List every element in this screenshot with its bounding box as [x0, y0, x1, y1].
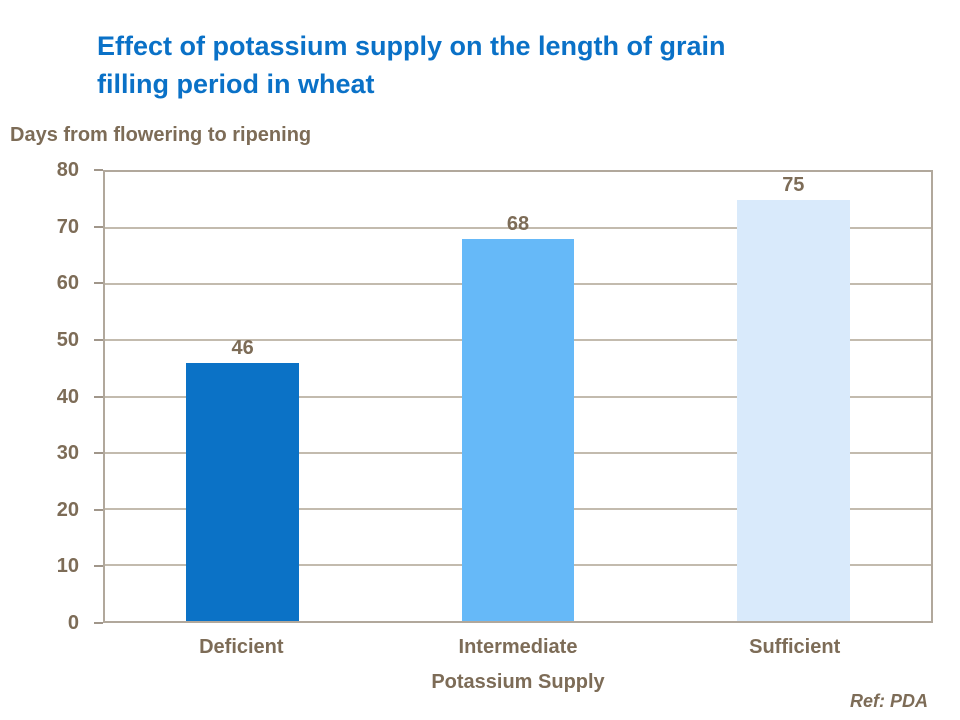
bar-slot: 68 [380, 172, 655, 621]
bar-slot: 75 [656, 172, 931, 621]
y-axis-caption: Days from flowering to ripening [10, 124, 312, 146]
y-tick-label: 0 [67, 612, 79, 634]
y-tick [94, 338, 103, 341]
y-tick-label: 80 [56, 159, 79, 181]
y-tick [94, 395, 103, 398]
gridline [105, 227, 931, 230]
y-tick-label: 50 [56, 328, 79, 351]
y-tick [94, 508, 103, 511]
y-tick [94, 282, 103, 285]
y-tick-label: 60 [56, 272, 79, 295]
bar-deficient [186, 362, 300, 621]
x-tick-label: Intermediate [458, 636, 578, 658]
page-title: Effect of potassium supply on the length… [97, 27, 937, 103]
bars-layer: 46 68 75 [105, 172, 931, 621]
y-tick-label: 70 [56, 215, 79, 238]
page-title-line-2: filling period in wheat [97, 69, 375, 99]
plot-area: 46 68 75 [103, 170, 933, 623]
y-tick [94, 225, 103, 228]
y-tick-label: 30 [56, 442, 79, 465]
bar-value-label: 75 [782, 174, 805, 197]
bar-sufficient [736, 200, 850, 621]
bar-intermediate [461, 239, 575, 621]
y-tick-label: 40 [56, 385, 79, 408]
y-tick [94, 622, 103, 624]
bar-value-label: 68 [506, 213, 530, 236]
bar-slot: 46 [105, 172, 380, 621]
y-tick-label: 20 [56, 498, 79, 521]
y-tick [94, 452, 103, 455]
y-tick [94, 169, 103, 171]
reference-note: Ref: PDA [849, 691, 928, 711]
y-axis: 0 10 20 30 40 50 60 70 80 [0, 160, 103, 633]
x-tick-label: Deficient [199, 636, 284, 658]
y-tick-label: 10 [56, 555, 79, 578]
x-axis-labels: Deficient Intermediate Sufficient [103, 636, 933, 659]
bar-value-label: 46 [231, 336, 254, 359]
x-axis-title: Potassium Supply [431, 671, 605, 693]
y-tick [94, 565, 103, 568]
x-tick-label: Sufficient [749, 636, 841, 658]
page-title-line-1: Effect of potassium supply on the length… [97, 31, 726, 61]
